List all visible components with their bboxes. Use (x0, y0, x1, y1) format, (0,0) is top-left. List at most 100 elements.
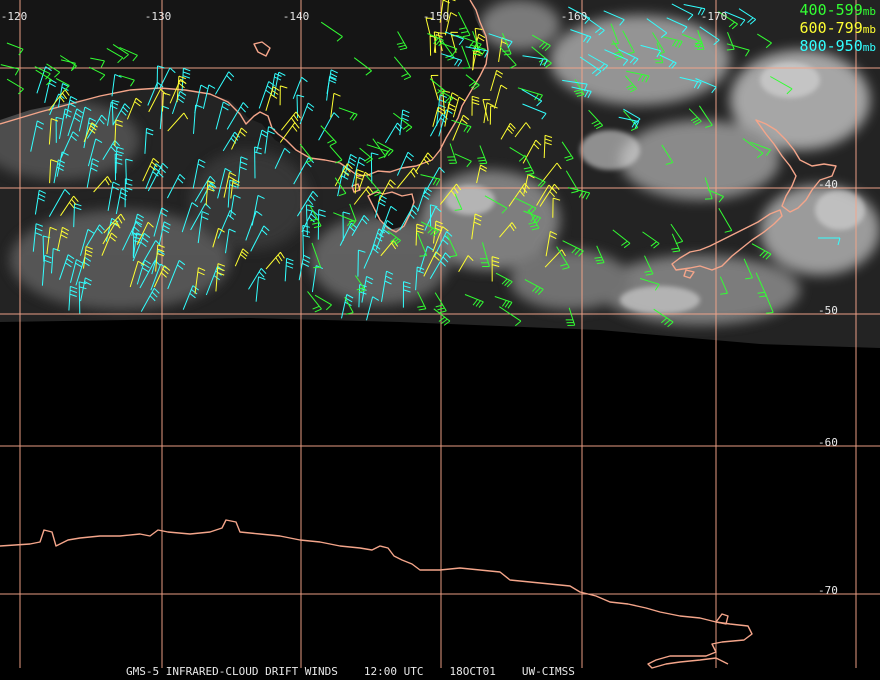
wind-barb (225, 228, 236, 254)
wind-barb (495, 272, 513, 288)
wind-barb (167, 260, 186, 290)
wind-barb (683, 4, 706, 16)
wind-barb (661, 144, 674, 165)
wind-barb (396, 167, 419, 189)
wind-barb (757, 33, 772, 49)
wind-barb (132, 232, 141, 257)
wind-barb (642, 231, 660, 249)
wind-barb (86, 114, 107, 139)
wind-barb (296, 190, 319, 217)
wind-barb (493, 84, 508, 109)
wind-barb (112, 103, 131, 125)
wind-barb (465, 46, 489, 58)
wind-barb (70, 259, 83, 283)
wind-barb (250, 225, 270, 252)
wind-barb (452, 96, 466, 118)
wind-barb (30, 120, 45, 152)
wind-barb (119, 46, 138, 62)
wind-barb (718, 11, 738, 30)
wind-barb (192, 158, 206, 189)
wind-barb (248, 268, 267, 290)
wind-barb (83, 245, 93, 269)
wind-barb (145, 163, 163, 190)
wind-barb (587, 54, 609, 71)
wind-barb (366, 296, 380, 321)
wind-barb (124, 178, 133, 208)
wind-barb (118, 74, 135, 87)
wind-barb (415, 266, 425, 291)
wind-barb (59, 254, 75, 280)
australia-coastline (0, 0, 489, 177)
wind-barb (381, 270, 394, 302)
wind-barb (48, 118, 59, 145)
wind-barb (499, 222, 517, 238)
wind-barb (358, 284, 367, 308)
wind-barb (618, 48, 639, 65)
wind-barb (329, 145, 343, 164)
wind-barb (594, 245, 605, 265)
wind-barb (524, 279, 544, 295)
wind-barb (393, 56, 412, 81)
wind-barb (197, 211, 210, 244)
wind-barb (212, 227, 225, 248)
lon-label-160: -160 (560, 10, 588, 23)
wind-barb (307, 291, 322, 313)
wind-barb (341, 294, 354, 319)
wind-barb (570, 29, 592, 44)
wind-barb (682, 33, 703, 49)
wind-barb (522, 55, 548, 67)
wind-barb (343, 153, 358, 178)
wind-barb (229, 194, 241, 218)
wind-barb (417, 291, 427, 311)
wind-barb (78, 281, 87, 314)
wind-barb (464, 294, 484, 308)
lon-label-120: -120 (0, 10, 28, 23)
wind-barb (499, 306, 522, 327)
wind-barb (522, 139, 542, 164)
wind-barbs (0, 0, 841, 328)
wind-barb (380, 240, 399, 257)
wind-barb (103, 213, 126, 234)
wind-barb (214, 71, 235, 95)
wind-barb (215, 263, 226, 292)
wind-barb (434, 292, 447, 314)
wind-barb (662, 36, 683, 48)
lon-label-150: -150 (422, 10, 450, 23)
wind-barb (366, 144, 389, 158)
lon-label-140: -140 (282, 10, 310, 23)
legend-item-800-950: 800-950mb (800, 38, 876, 56)
wind-barb (114, 153, 123, 181)
wind-barb (292, 76, 308, 99)
legend-range: 800-950 (799, 37, 863, 55)
wind-barb (101, 232, 118, 256)
wind-barb (568, 6, 591, 24)
legend-range: 600-799 (799, 19, 863, 37)
wind-barb (499, 46, 517, 69)
wind-barb (106, 47, 124, 64)
wind-barb (644, 255, 654, 276)
wind-barb (142, 157, 160, 182)
wind-barb (440, 42, 458, 55)
wind-barb (48, 189, 71, 217)
wind-barb (444, 103, 456, 127)
wind-barb (158, 221, 171, 246)
wind-barb (442, 90, 451, 115)
lat-label-70: -70 (818, 584, 838, 597)
legend-unit: mb (862, 5, 876, 18)
wind-barb (231, 127, 248, 150)
wind-barb (622, 30, 635, 55)
wind-barb (417, 187, 432, 212)
wind-barb (115, 187, 129, 215)
wind-barb (588, 109, 604, 130)
wind-barb (284, 257, 294, 282)
wind-barb (659, 54, 677, 69)
wind-barb (399, 205, 420, 231)
wind-barb (251, 194, 265, 226)
wind-barb (433, 220, 443, 244)
wind-barb (353, 186, 374, 205)
wind-barb (471, 95, 480, 116)
wind-barb (726, 32, 735, 51)
wind-barb (279, 85, 288, 106)
wind-barb (126, 97, 143, 120)
wind-barb (88, 66, 106, 81)
